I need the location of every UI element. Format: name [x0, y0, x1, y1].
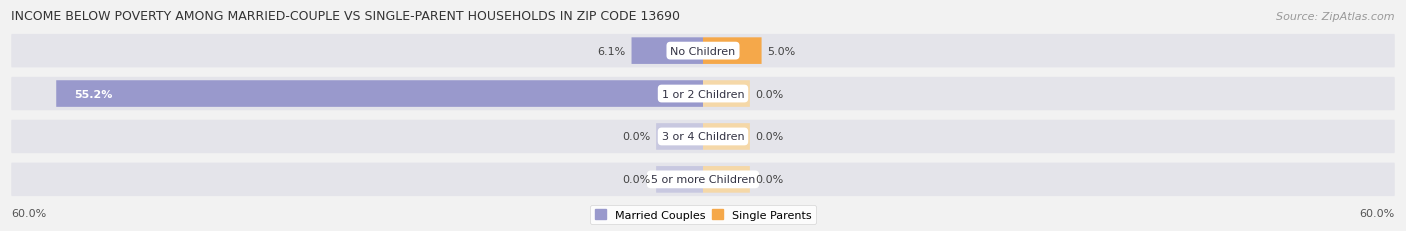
Text: 0.0%: 0.0%: [621, 132, 650, 142]
FancyBboxPatch shape: [703, 81, 749, 107]
FancyBboxPatch shape: [657, 166, 703, 193]
Text: 3 or 4 Children: 3 or 4 Children: [662, 132, 744, 142]
FancyBboxPatch shape: [11, 120, 1395, 154]
Text: 1 or 2 Children: 1 or 2 Children: [662, 89, 744, 99]
FancyBboxPatch shape: [11, 77, 1395, 111]
Legend: Married Couples, Single Parents: Married Couples, Single Parents: [591, 205, 815, 224]
FancyBboxPatch shape: [657, 124, 703, 150]
Text: 55.2%: 55.2%: [73, 89, 112, 99]
FancyBboxPatch shape: [11, 163, 1395, 196]
Text: 0.0%: 0.0%: [756, 132, 785, 142]
Text: 5.0%: 5.0%: [768, 46, 796, 56]
Text: 6.1%: 6.1%: [598, 46, 626, 56]
FancyBboxPatch shape: [703, 166, 749, 193]
Text: 60.0%: 60.0%: [1360, 208, 1395, 218]
FancyBboxPatch shape: [11, 35, 1395, 68]
Text: 5 or more Children: 5 or more Children: [651, 175, 755, 185]
Text: No Children: No Children: [671, 46, 735, 56]
Text: 0.0%: 0.0%: [756, 89, 785, 99]
Text: 0.0%: 0.0%: [621, 175, 650, 185]
FancyBboxPatch shape: [703, 124, 749, 150]
FancyBboxPatch shape: [631, 38, 703, 65]
Text: 60.0%: 60.0%: [11, 208, 46, 218]
Text: INCOME BELOW POVERTY AMONG MARRIED-COUPLE VS SINGLE-PARENT HOUSEHOLDS IN ZIP COD: INCOME BELOW POVERTY AMONG MARRIED-COUPL…: [11, 10, 681, 23]
Text: Source: ZipAtlas.com: Source: ZipAtlas.com: [1277, 12, 1395, 21]
FancyBboxPatch shape: [56, 81, 703, 107]
FancyBboxPatch shape: [703, 38, 762, 65]
Text: 0.0%: 0.0%: [756, 175, 785, 185]
